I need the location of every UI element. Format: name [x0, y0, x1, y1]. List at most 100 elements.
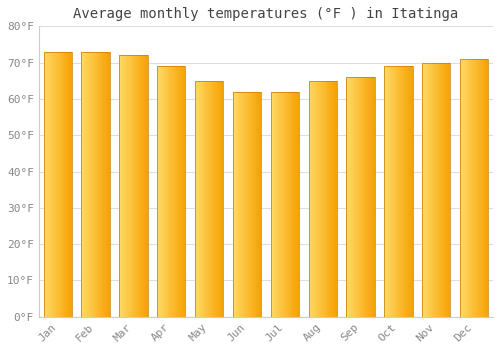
Bar	[62, 52, 64, 317]
Bar	[367, 77, 368, 317]
Bar	[396, 66, 398, 317]
Bar	[439, 63, 440, 317]
Bar	[195, 81, 196, 317]
Bar	[353, 77, 354, 317]
Bar	[484, 59, 486, 317]
Bar	[288, 92, 290, 317]
Bar	[460, 59, 461, 317]
Bar	[181, 66, 182, 317]
Bar	[316, 81, 317, 317]
Bar	[248, 92, 249, 317]
Bar	[60, 52, 62, 317]
Bar	[408, 66, 409, 317]
Bar	[87, 52, 88, 317]
Bar	[282, 92, 283, 317]
Bar	[100, 52, 102, 317]
Bar	[357, 77, 358, 317]
Bar	[197, 81, 198, 317]
Bar	[84, 52, 85, 317]
Bar	[476, 59, 477, 317]
Bar	[371, 77, 372, 317]
Bar	[82, 52, 84, 317]
Bar	[177, 66, 178, 317]
Bar	[389, 66, 390, 317]
Bar	[346, 77, 375, 317]
Bar	[406, 66, 407, 317]
Bar	[146, 55, 148, 317]
Bar	[44, 52, 46, 317]
Bar	[82, 52, 110, 317]
Bar	[145, 55, 146, 317]
Bar	[127, 55, 128, 317]
Bar	[279, 92, 280, 317]
Bar	[479, 59, 480, 317]
Bar	[480, 59, 481, 317]
Bar	[94, 52, 96, 317]
Bar	[103, 52, 104, 317]
Bar	[330, 81, 331, 317]
Bar	[125, 55, 126, 317]
Bar	[240, 92, 242, 317]
Bar	[258, 92, 260, 317]
Bar	[109, 52, 110, 317]
Bar	[247, 92, 248, 317]
Bar	[320, 81, 321, 317]
Bar	[204, 81, 206, 317]
Bar	[369, 77, 370, 317]
Bar	[287, 92, 288, 317]
Bar	[195, 81, 224, 317]
Bar	[85, 52, 86, 317]
Bar	[335, 81, 336, 317]
Bar	[170, 66, 172, 317]
Bar	[326, 81, 328, 317]
Bar	[276, 92, 278, 317]
Bar	[58, 52, 59, 317]
Bar	[463, 59, 464, 317]
Bar	[69, 52, 70, 317]
Bar	[216, 81, 218, 317]
Bar	[331, 81, 332, 317]
Bar	[409, 66, 410, 317]
Bar	[134, 55, 136, 317]
Bar	[242, 92, 243, 317]
Bar	[444, 63, 445, 317]
Bar	[466, 59, 468, 317]
Bar	[202, 81, 203, 317]
Bar	[210, 81, 211, 317]
Bar	[281, 92, 282, 317]
Bar	[336, 81, 337, 317]
Bar	[403, 66, 404, 317]
Bar	[175, 66, 176, 317]
Bar	[198, 81, 200, 317]
Bar	[172, 66, 173, 317]
Bar	[448, 63, 450, 317]
Bar	[174, 66, 175, 317]
Bar	[67, 52, 68, 317]
Bar	[461, 59, 462, 317]
Bar	[424, 63, 425, 317]
Bar	[374, 77, 375, 317]
Bar	[285, 92, 286, 317]
Bar	[333, 81, 334, 317]
Bar	[88, 52, 89, 317]
Bar	[308, 81, 337, 317]
Bar	[319, 81, 320, 317]
Bar	[157, 66, 158, 317]
Bar	[57, 52, 58, 317]
Bar	[98, 52, 100, 317]
Bar	[211, 81, 212, 317]
Bar	[443, 63, 444, 317]
Bar	[243, 92, 244, 317]
Bar	[176, 66, 177, 317]
Bar	[218, 81, 220, 317]
Bar	[144, 55, 145, 317]
Bar	[251, 92, 252, 317]
Bar	[245, 92, 246, 317]
Bar	[159, 66, 160, 317]
Bar	[296, 92, 297, 317]
Bar	[238, 92, 240, 317]
Bar	[53, 52, 54, 317]
Bar	[364, 77, 366, 317]
Bar	[373, 77, 374, 317]
Bar	[66, 52, 67, 317]
